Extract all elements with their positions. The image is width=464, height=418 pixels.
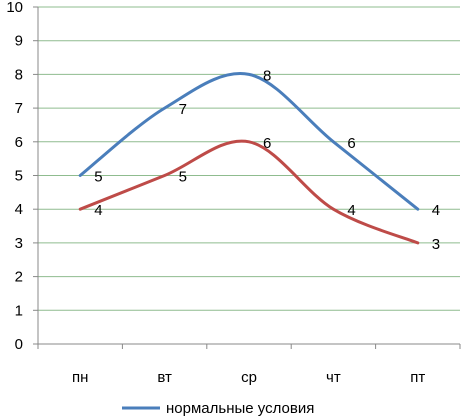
data-label-s2-пт: 3 — [432, 236, 440, 253]
y-tick-label-8: 8 — [15, 66, 23, 83]
y-tick-label-7: 7 — [15, 100, 23, 117]
data-label-s1-ср: 8 — [263, 67, 271, 84]
x-tick-label-пт: пт — [410, 369, 425, 386]
x-axis: пн вт ср чт пт — [37, 343, 461, 386]
data-label-s2-ср: 6 — [263, 135, 271, 152]
series — [78, 72, 420, 245]
y-tick-label-2: 2 — [15, 269, 23, 286]
data-labels: 5 7 8 6 4 4 5 6 4 3 — [94, 67, 440, 253]
x-tick-label-вт: вт — [157, 369, 172, 386]
y-tick-label-3: 3 — [15, 235, 23, 252]
y-tick-label-6: 6 — [15, 134, 23, 151]
legend-label-1: нормальные условия — [166, 400, 314, 417]
x-tick-label-ср: ср — [241, 369, 257, 386]
data-label-s2-пн: 4 — [94, 202, 102, 219]
y-tick-label-10: 10 — [6, 0, 23, 16]
data-label-s2-вт: 5 — [179, 169, 187, 186]
data-label-s1-вт: 7 — [179, 101, 187, 118]
data-label-s1-пн: 5 — [94, 169, 102, 186]
y-tick-label-9: 9 — [15, 33, 23, 50]
y-axis: 0 1 2 3 4 5 6 7 8 9 10 — [6, 0, 39, 353]
y-tick-label-4: 4 — [15, 201, 23, 218]
data-label-s1-пт: 4 — [432, 202, 440, 219]
y-tick-label-0: 0 — [15, 336, 23, 353]
y-tick-label-5: 5 — [15, 168, 23, 185]
data-label-s1-чт: 6 — [347, 135, 355, 152]
legend: нормальные условия — [122, 400, 314, 417]
series-line-2 — [78, 139, 420, 245]
data-label-s2-чт: 4 — [347, 202, 355, 219]
x-tick-label-пн: пн — [72, 369, 88, 386]
series-line-1 — [78, 72, 420, 211]
x-tick-label-чт: чт — [326, 369, 341, 386]
y-tick-label-1: 1 — [15, 302, 23, 319]
